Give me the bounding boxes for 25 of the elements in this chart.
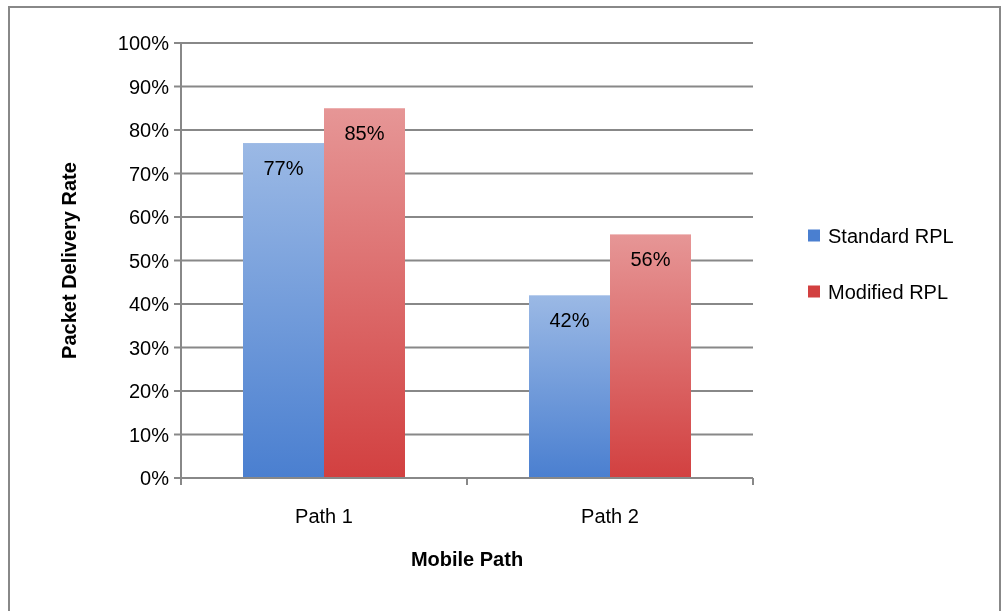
y-tick-label: 30% xyxy=(128,336,170,359)
y-tick-label: 40% xyxy=(128,293,170,315)
y-tick-label: 0% xyxy=(140,467,170,489)
bar xyxy=(324,108,405,478)
bar xyxy=(529,295,610,478)
x-axis-title: Mobile Path xyxy=(410,548,524,570)
data-label: 85% xyxy=(344,122,385,145)
data-label: 56% xyxy=(630,248,671,271)
y-tick-label: 100% xyxy=(117,32,170,54)
bar xyxy=(610,234,691,478)
legend-label: Standard RPL xyxy=(828,224,954,247)
y-tick-label: 50% xyxy=(128,249,170,272)
y-tick-label: 90% xyxy=(128,75,170,98)
data-label: 42% xyxy=(549,309,590,332)
data-label: 77% xyxy=(263,157,304,180)
y-tick-label: 70% xyxy=(128,162,170,185)
legend-label: Modified RPL xyxy=(828,280,949,303)
x-tick-label: Path 2 xyxy=(581,505,639,527)
y-tick-label: 80% xyxy=(128,119,170,141)
y-axis-title: Packet Delivery Rate xyxy=(58,162,80,359)
y-tick-label: 60% xyxy=(128,206,170,228)
y-tick-label: 20% xyxy=(128,380,170,402)
y-tick-label: 10% xyxy=(128,423,170,446)
x-tick-label: Path 1 xyxy=(295,505,353,527)
bar xyxy=(243,143,324,478)
